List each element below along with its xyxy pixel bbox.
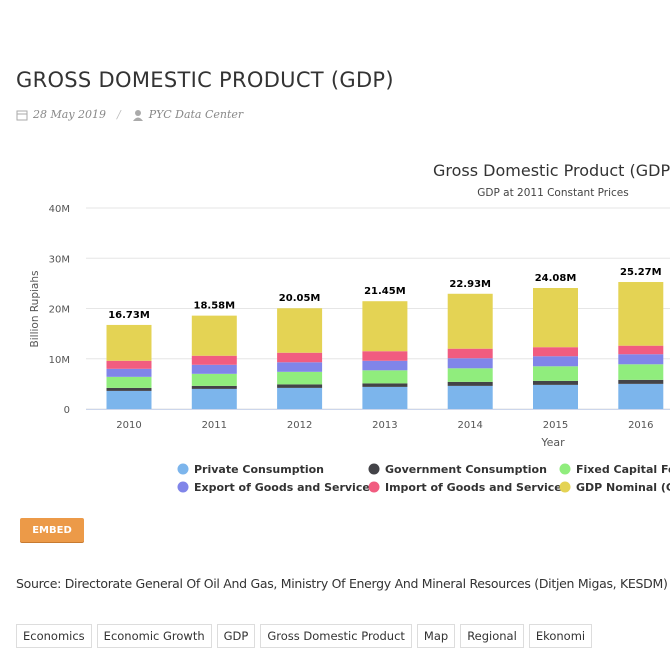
bar-segment	[618, 345, 664, 355]
bar-segment	[618, 354, 664, 365]
bar-segment	[277, 384, 323, 388]
bar-segment	[362, 301, 408, 352]
chart-subtitle: GDP at 2011 Constant Prices	[477, 187, 628, 199]
bar-segment	[447, 293, 493, 349]
tag[interactable]: Economic Growth	[96, 624, 212, 648]
bar-segment	[106, 360, 152, 369]
y-tick-label: 20M	[49, 305, 70, 316]
bar-segment	[277, 387, 323, 409]
bar-segment	[362, 370, 408, 384]
legend-label: Import of Goods and Services	[385, 481, 569, 494]
legend-label: Fixed Capital For	[576, 463, 670, 476]
bar-segment	[447, 348, 493, 359]
bar-segment	[106, 390, 152, 409]
calendar-icon	[16, 110, 28, 120]
y-tick-label: 40M	[49, 204, 70, 215]
user-icon	[132, 109, 143, 121]
author: PYC Data Center	[148, 108, 244, 121]
total-label: 21.45M	[364, 286, 406, 297]
legend-label: Government Consumption	[385, 463, 547, 476]
legend-swatch	[177, 463, 189, 475]
bar-segment	[533, 287, 578, 348]
bar-segment	[362, 386, 408, 409]
total-label: 16.73M	[108, 310, 150, 321]
bar-segment	[191, 355, 237, 365]
total-label: 22.93M	[449, 279, 491, 290]
total-label: 24.08M	[535, 273, 577, 284]
x-tick-label: 2016	[628, 420, 653, 431]
x-tick-label: 2012	[287, 420, 312, 431]
bar-segment	[106, 387, 152, 391]
y-tick-label: 0	[64, 405, 70, 416]
y-tick-label: 30M	[49, 254, 70, 265]
tag[interactable]: Gross Domestic Product	[260, 624, 412, 648]
legend-label: Export of Goods and Services	[194, 481, 377, 494]
x-tick-label: 2010	[116, 420, 141, 431]
tags: Economics Economic Growth GDP Gross Domesti…	[16, 624, 593, 648]
x-tick-label: 2014	[457, 420, 482, 431]
legend-swatch	[368, 463, 380, 475]
chart-title: Gross Domestic Product (GDP	[433, 161, 670, 180]
bar-segment	[447, 381, 493, 386]
bar-segment	[191, 364, 237, 374]
bar-segment	[618, 383, 664, 409]
bar-segment	[533, 347, 578, 357]
bar-segment	[277, 371, 323, 385]
bar-segment	[447, 385, 493, 409]
bar-segment	[533, 366, 578, 381]
x-tick-label: 2015	[543, 420, 568, 431]
bar-segment	[362, 360, 408, 371]
legend-swatch	[368, 481, 380, 493]
bar-segment	[533, 384, 578, 409]
source: Source: Directorate General Of Oil And G…	[16, 576, 668, 591]
legend-swatch	[177, 481, 189, 493]
bar-segment	[191, 315, 237, 356]
bar-segment	[618, 282, 664, 346]
y-axis-title: Billion Rupiahs	[29, 271, 41, 348]
bar-segment	[277, 352, 323, 363]
legend-label: Private Consumption	[194, 463, 324, 476]
bar-segment	[277, 308, 323, 353]
x-tick-label: 2013	[372, 420, 397, 431]
legend-swatch	[559, 463, 571, 475]
date: 28 May 2019	[33, 108, 107, 121]
tag[interactable]: GDP	[216, 624, 256, 648]
bar-segment	[191, 385, 237, 389]
total-label: 18.58M	[194, 301, 236, 312]
bar-segment	[191, 373, 237, 386]
bar-segment	[533, 356, 578, 367]
tag[interactable]: Regional	[460, 624, 524, 648]
separator: /	[117, 108, 121, 121]
bar-segment	[106, 324, 152, 361]
x-tick-label: 2011	[202, 420, 227, 431]
bar-segment	[191, 388, 237, 409]
bar-segment	[447, 358, 493, 369]
bar-segment	[106, 368, 152, 377]
y-tick-label: 10M	[49, 355, 70, 366]
total-label: 20.05M	[279, 293, 321, 304]
bar-segment	[277, 362, 323, 372]
legend-label: GDP Nominal (Cur	[576, 481, 670, 494]
bar-segment	[533, 380, 578, 385]
chart: Gross Domestic Product (GDP GDP at 2011 …	[29, 161, 670, 494]
total-label: 25.27M	[620, 267, 662, 278]
bar-segment	[362, 351, 408, 361]
bar-segment	[618, 364, 664, 380]
bar-segment	[362, 383, 408, 387]
tag[interactable]: Map	[416, 624, 456, 648]
x-axis-title: Year	[540, 436, 565, 449]
bar-segment	[447, 368, 493, 382]
embed-button[interactable]: EMBED	[20, 518, 84, 542]
meta: 28 May 2019 / PYC Data Center	[16, 108, 243, 121]
tag[interactable]: Economics	[16, 624, 92, 648]
tag[interactable]: Ekonomi	[528, 624, 593, 648]
bar-segment	[618, 379, 664, 384]
page-title: GROSS DOMESTIC PRODUCT (GDP)	[16, 68, 394, 92]
legend-swatch	[559, 481, 571, 493]
bar-segment	[106, 376, 152, 388]
